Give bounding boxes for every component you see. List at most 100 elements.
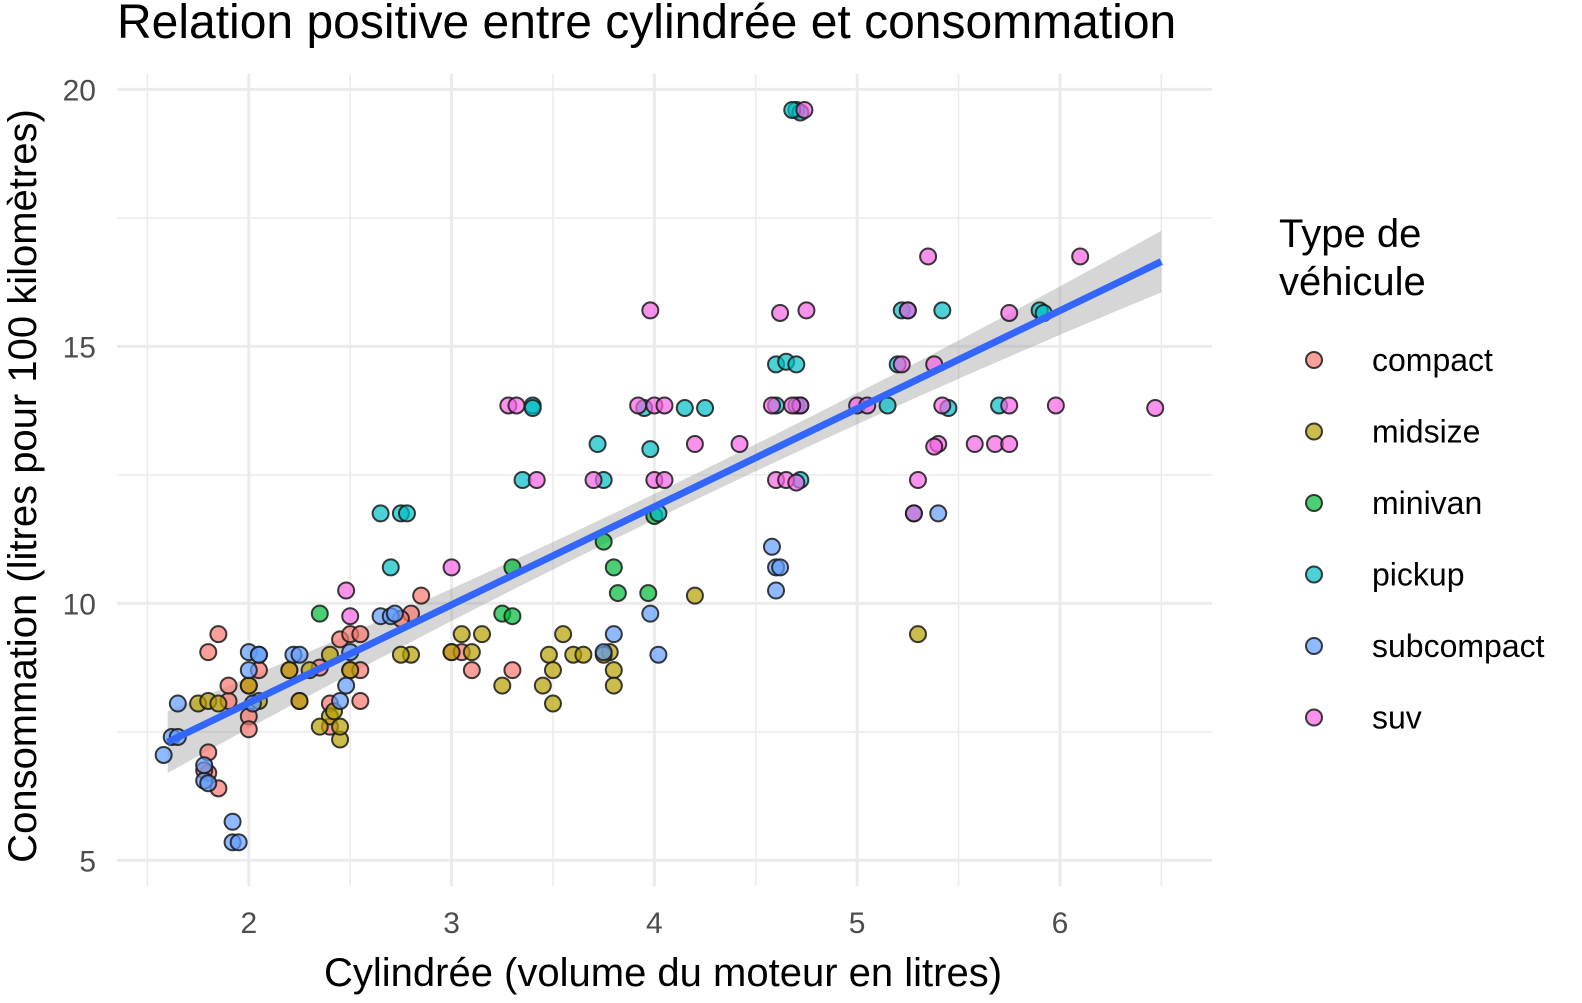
data-point-suv [685,435,704,454]
legend-swatch-pickup [1305,565,1323,584]
legend-swatch-compact [1305,351,1323,369]
x-tick-label: 3 [443,907,460,940]
data-point-subcompact [594,643,613,662]
data-point-pickup [523,399,542,418]
data-point-suv [442,558,461,577]
data-point-midsize [442,643,461,662]
y-tick-label: 10 [63,588,96,621]
data-point-pickup [933,301,952,320]
data-point-subcompact [199,774,218,793]
data-point-midsize [908,625,927,644]
data-point-subcompact [337,676,356,695]
data-point-suv [771,303,790,322]
legend-swatch-suv [1305,708,1323,727]
data-point-suv [908,471,927,489]
legend-label-subcompact: subcompact [1372,628,1545,664]
data-point-subcompact [385,604,404,623]
data-point-midsize [539,645,558,664]
grid-lines [117,74,1212,886]
data-point-suv [584,471,603,489]
data-point-midsize [310,717,329,736]
data-point-subcompact [767,581,786,600]
data-point-minivan [310,604,329,623]
data-point-subcompact [223,812,242,831]
data-point-midsize [331,717,350,736]
data-point-pickup [696,399,715,418]
data-point-suv [904,504,923,523]
data-point-pickup [787,355,806,374]
data-point-pickup [397,504,416,523]
data-point-suv [641,301,660,320]
data-point-compact [503,661,522,680]
chart-title: Relation positive entre cylindrée et con… [117,0,1176,49]
data-point-compact [351,625,370,644]
data-point-midsize [604,676,623,695]
data-point-suv [925,437,944,456]
data-point-suv [527,471,546,489]
data-point-suv [787,473,806,492]
legend-swatch-minivan [1305,494,1323,512]
data-point-compact [351,691,370,710]
data-point-suv [1071,247,1090,266]
data-point-suv [341,607,360,626]
data-point-suv [655,471,674,489]
data-point-compact [239,720,258,739]
data-point-compact [412,586,431,605]
data-point-minivan [639,584,658,603]
data-point-midsize [543,661,562,680]
data-point-midsize [209,694,228,713]
data-point-subcompact [331,691,350,710]
x-tick-label: 4 [646,907,663,940]
data-point-suv [783,396,802,415]
data-point-suv [965,435,984,454]
data-point-pickup [381,558,400,577]
legend-title: Type de véhicule [1279,212,1426,304]
data-point-subcompact [929,504,948,523]
data-point-suv [655,396,674,415]
data-point-subcompact [771,558,790,577]
data-point-suv [337,581,356,600]
y-tick-label: 20 [63,74,96,107]
data-point-minivan [604,558,623,577]
data-point-midsize [543,694,562,713]
trend-line [166,258,1163,746]
data-point-compact [199,643,218,662]
legend-label-suv: suv [1372,700,1422,736]
data-point-compact [209,625,228,644]
data-point-suv [892,355,911,374]
data-point-suv [1000,303,1019,322]
x-axis-title: Cylindrée (volume du moteur en litres) [324,951,1002,995]
y-tick-label: 5 [79,845,96,878]
legend-swatch-subcompact [1305,637,1323,655]
data-point-suv [797,301,816,320]
data-point-subcompact [239,661,258,680]
data-point-suv [898,301,917,320]
legend-label-compact: compact [1372,342,1493,378]
data-point-suv [933,396,952,415]
data-point-midsize [604,661,623,680]
data-point-minivan [608,584,627,603]
data-point-midsize [239,676,258,695]
data-points [154,100,1165,852]
data-point-subcompact [290,645,309,664]
y-axis-ticks: 5 10 15 20 [63,74,96,878]
y-axis-title: Consommation (litres pour 100 kilomètres… [1,109,45,863]
y-tick-label: 15 [63,331,96,364]
data-point-subcompact [229,833,248,852]
data-point-suv [762,396,781,415]
data-point-suv [1000,435,1019,454]
data-point-subcompact [195,756,214,775]
legend-items: compact midsize minivan pickup subcompact suv [1305,342,1545,736]
data-point-subcompact [168,694,187,713]
data-point-pickup [675,399,694,418]
data-point-subcompact [641,604,660,623]
x-tick-label: 5 [849,907,866,940]
data-point-subcompact [762,537,781,556]
data-point-subcompact [249,645,268,664]
data-point-suv [730,435,749,454]
trend-line-layer [166,258,1163,746]
data-point-subcompact [154,745,173,764]
data-point-midsize [452,625,471,644]
data-point-suv [507,396,526,415]
data-point-midsize [341,661,360,680]
